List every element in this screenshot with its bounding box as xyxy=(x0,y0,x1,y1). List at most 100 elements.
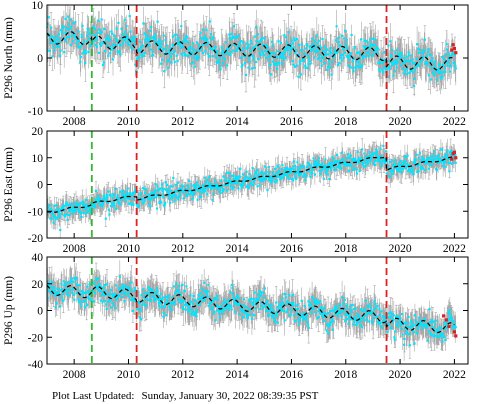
observation-point xyxy=(132,203,135,206)
observation-point xyxy=(347,157,350,160)
observation-point xyxy=(360,317,363,320)
observation-point xyxy=(310,45,313,48)
observation-point xyxy=(92,281,95,284)
observation-point xyxy=(189,45,192,48)
observation-point xyxy=(390,169,393,172)
observation-point xyxy=(366,311,370,314)
observation-point xyxy=(287,171,291,175)
observation-point xyxy=(174,39,177,42)
observation-point xyxy=(127,202,130,205)
observation-point xyxy=(403,57,406,60)
observation-point xyxy=(337,315,340,318)
observation-point xyxy=(264,305,267,308)
observation-point xyxy=(127,42,130,46)
footer-label: Plot Last Updated: xyxy=(52,390,135,402)
observation-point xyxy=(439,148,442,151)
observation-point xyxy=(233,36,236,39)
observation-point xyxy=(278,56,281,59)
observation-point xyxy=(193,311,196,314)
observation-point xyxy=(360,326,364,329)
observation-point xyxy=(283,292,286,296)
observation-point xyxy=(330,51,333,54)
observation-point xyxy=(225,301,228,304)
observation-point xyxy=(454,154,457,157)
observation-point xyxy=(233,303,236,306)
observation-point xyxy=(130,46,133,49)
observation-point xyxy=(156,185,159,188)
observation-point xyxy=(421,51,425,54)
observation-point xyxy=(248,60,251,63)
observation-point xyxy=(227,308,230,311)
observation-point xyxy=(96,197,99,200)
observation-point xyxy=(235,303,238,306)
observation-point xyxy=(231,188,234,191)
observation-point xyxy=(161,189,164,192)
x-tick-label: 2020 xyxy=(389,243,412,255)
observation-point xyxy=(111,204,114,207)
ylabel-east: P296 East (mm) xyxy=(3,147,15,222)
observation-point xyxy=(315,161,318,164)
observation-point xyxy=(80,35,84,38)
observation-point xyxy=(138,197,141,200)
observation-point xyxy=(117,21,120,25)
observation-point xyxy=(276,64,279,67)
observation-point xyxy=(392,163,395,166)
observation-point xyxy=(178,43,181,46)
observation-point xyxy=(258,184,261,187)
observation-point xyxy=(345,312,348,315)
observation-point xyxy=(47,49,49,52)
observation-point xyxy=(72,280,75,283)
x-tick-label: 2018 xyxy=(334,116,357,128)
observation-point xyxy=(397,167,400,170)
observation-point xyxy=(148,298,151,301)
observation-point xyxy=(79,210,82,214)
observation-point xyxy=(417,170,420,173)
observation-point xyxy=(373,50,376,53)
observation-point xyxy=(293,37,296,40)
observation-point xyxy=(146,35,150,38)
observation-point xyxy=(370,312,373,315)
observation-point xyxy=(401,67,405,70)
observation-point xyxy=(96,285,99,288)
observation-point xyxy=(136,290,139,293)
observation-point xyxy=(212,312,215,315)
observation-point xyxy=(161,58,164,61)
observation-point xyxy=(346,162,349,165)
y-tick-label: 10 xyxy=(32,0,44,12)
observation-point xyxy=(432,72,435,75)
observation-point xyxy=(151,193,154,196)
observation-point xyxy=(208,175,211,179)
observation-point xyxy=(70,35,73,38)
observation-point xyxy=(170,52,173,56)
observation-point xyxy=(111,32,114,35)
observation-point xyxy=(388,315,391,319)
observation-point xyxy=(317,157,320,160)
observation-point xyxy=(223,306,226,310)
observation-point xyxy=(337,161,340,164)
observation-point xyxy=(140,293,143,297)
observation-point xyxy=(159,45,162,48)
observation-point xyxy=(402,163,405,166)
observation-point xyxy=(320,64,323,67)
observation-point xyxy=(318,53,321,56)
observation-point xyxy=(93,39,96,42)
observation-point xyxy=(192,313,196,317)
observation-point xyxy=(433,65,436,68)
observation-point xyxy=(170,194,173,197)
observation-point xyxy=(451,162,454,165)
observation-point xyxy=(410,70,413,73)
observation-point xyxy=(254,35,257,38)
observation-point xyxy=(234,311,237,314)
observation-point xyxy=(218,190,221,193)
observation-point xyxy=(403,343,406,346)
observation-point xyxy=(298,173,301,176)
observation-point xyxy=(346,47,349,50)
observation-point xyxy=(133,191,136,194)
observation-point xyxy=(259,53,262,57)
observation-point xyxy=(369,303,372,306)
observation-point xyxy=(72,22,75,25)
observation-point xyxy=(256,293,260,296)
observation-point xyxy=(436,159,439,162)
observation-point xyxy=(62,26,65,30)
observation-point xyxy=(284,167,287,170)
